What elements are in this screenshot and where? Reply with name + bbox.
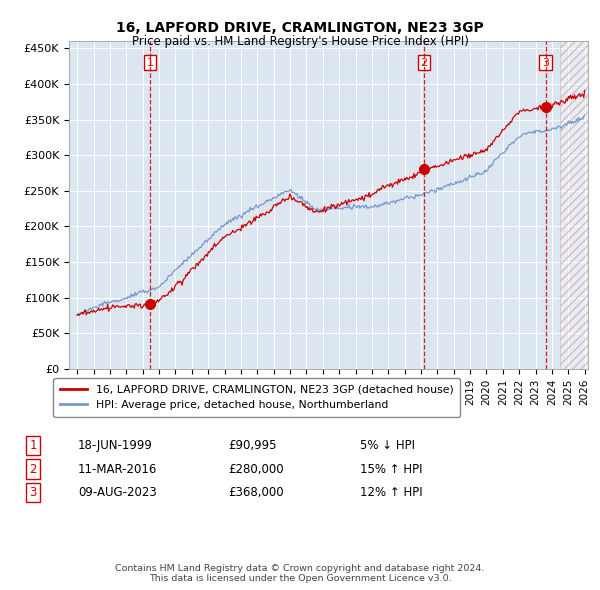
Text: 18-JUN-1999: 18-JUN-1999 <box>78 439 153 452</box>
Text: Price paid vs. HM Land Registry's House Price Index (HPI): Price paid vs. HM Land Registry's House … <box>131 35 469 48</box>
Text: 11-MAR-2016: 11-MAR-2016 <box>78 463 157 476</box>
Legend: 16, LAPFORD DRIVE, CRAMLINGTON, NE23 3GP (detached house), HPI: Average price, d: 16, LAPFORD DRIVE, CRAMLINGTON, NE23 3GP… <box>53 378 460 417</box>
Text: 5% ↓ HPI: 5% ↓ HPI <box>360 439 415 452</box>
Text: 3: 3 <box>29 486 37 499</box>
Text: £90,995: £90,995 <box>228 439 277 452</box>
Text: 1: 1 <box>147 58 154 68</box>
Text: 16, LAPFORD DRIVE, CRAMLINGTON, NE23 3GP: 16, LAPFORD DRIVE, CRAMLINGTON, NE23 3GP <box>116 21 484 35</box>
Text: 2: 2 <box>421 58 428 68</box>
Text: 3: 3 <box>542 58 549 68</box>
Text: £368,000: £368,000 <box>228 486 284 499</box>
Text: 2: 2 <box>29 463 37 476</box>
Text: £280,000: £280,000 <box>228 463 284 476</box>
Text: 12% ↑ HPI: 12% ↑ HPI <box>360 486 422 499</box>
Text: 15% ↑ HPI: 15% ↑ HPI <box>360 463 422 476</box>
Text: Contains HM Land Registry data © Crown copyright and database right 2024.
This d: Contains HM Land Registry data © Crown c… <box>115 563 485 583</box>
Text: 1: 1 <box>29 439 37 452</box>
Text: 09-AUG-2023: 09-AUG-2023 <box>78 486 157 499</box>
